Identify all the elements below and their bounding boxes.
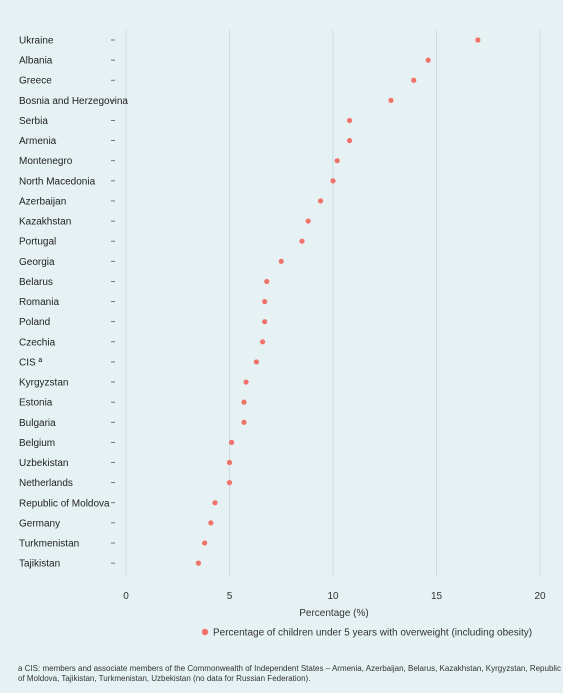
data-point bbox=[195, 560, 202, 566]
category-label: Turkmenistan bbox=[19, 539, 79, 550]
x-tick-label: 0 bbox=[123, 591, 129, 602]
category-label: CIS ª bbox=[19, 357, 42, 368]
x-axis-title: Percentage (%) bbox=[299, 608, 368, 619]
category-label: Czechia bbox=[19, 337, 56, 348]
data-point bbox=[262, 319, 268, 325]
x-axis-ticks: 0 5 10 15 20 bbox=[123, 591, 546, 602]
data-point bbox=[299, 238, 305, 244]
grid-lines bbox=[125, 30, 541, 576]
category-label: Belgium bbox=[19, 438, 55, 449]
data-point bbox=[202, 540, 208, 546]
x-tick-label: 20 bbox=[534, 591, 546, 602]
category-label: Bulgaria bbox=[19, 418, 56, 429]
dot-plot-chart: Ukraine Albania Greece Bosnia and Herzegovi… bbox=[19, 30, 546, 639]
data-point bbox=[262, 298, 268, 305]
data-point bbox=[305, 218, 311, 224]
data-point bbox=[241, 399, 247, 405]
category-label: Uzbekistan bbox=[19, 458, 68, 469]
category-label: Poland bbox=[19, 317, 50, 328]
data-point bbox=[212, 500, 218, 506]
category-label: Estonia bbox=[19, 398, 53, 409]
category-label: Serbia bbox=[19, 116, 48, 127]
data-point bbox=[253, 359, 260, 365]
category-label: Bosnia and Herzegovina bbox=[19, 96, 128, 107]
data-point bbox=[226, 480, 233, 486]
data-point bbox=[330, 178, 336, 184]
category-label: Belarus bbox=[19, 277, 53, 288]
data-point bbox=[208, 520, 214, 526]
category-label: Netherlands bbox=[19, 478, 73, 489]
category-label: Tajikistan bbox=[19, 559, 60, 570]
data-point bbox=[260, 339, 266, 345]
category-label: Armenia bbox=[19, 136, 57, 147]
category-label: Azerbaijan bbox=[19, 196, 66, 207]
category-label: Republic of Moldova bbox=[19, 498, 110, 509]
category-label: North Macedonia bbox=[19, 176, 96, 187]
data-point bbox=[226, 459, 233, 466]
category-label: Ukraine bbox=[19, 36, 54, 47]
data-point bbox=[425, 57, 431, 63]
legend: Percentage of children under 5 years wit… bbox=[201, 628, 532, 639]
category-labels: Ukraine Albania Greece Bosnia and Herzegovi… bbox=[19, 36, 128, 570]
data-point bbox=[388, 97, 394, 103]
data-point bbox=[264, 278, 270, 285]
category-label: Germany bbox=[19, 518, 60, 529]
category-label: Georgia bbox=[19, 257, 55, 268]
data-point bbox=[317, 198, 324, 204]
data-point bbox=[346, 138, 353, 144]
category-label: Albania bbox=[19, 56, 53, 67]
data-point bbox=[278, 258, 284, 264]
legend-label: Percentage of children under 5 years wit… bbox=[213, 628, 532, 639]
data-point bbox=[228, 439, 235, 445]
category-label: Portugal bbox=[19, 237, 56, 248]
category-label: Kyrgyzstan bbox=[19, 378, 68, 389]
data-point bbox=[475, 37, 481, 43]
data-point bbox=[334, 158, 340, 164]
category-label: Kazakhstan bbox=[19, 217, 71, 228]
category-label: Montenegro bbox=[19, 156, 73, 167]
category-label: Greece bbox=[19, 76, 52, 87]
data-point bbox=[243, 379, 249, 385]
legend-marker bbox=[201, 628, 209, 636]
data-points bbox=[195, 37, 481, 566]
footnote: a CIS: members and associate members of … bbox=[18, 664, 561, 683]
x-tick-label: 10 bbox=[327, 591, 339, 602]
x-tick-label: 15 bbox=[431, 591, 443, 602]
x-tick-label: 5 bbox=[227, 591, 233, 602]
data-point bbox=[346, 117, 353, 124]
data-point bbox=[241, 419, 247, 425]
data-point bbox=[411, 77, 417, 83]
category-label: Romania bbox=[19, 297, 59, 308]
